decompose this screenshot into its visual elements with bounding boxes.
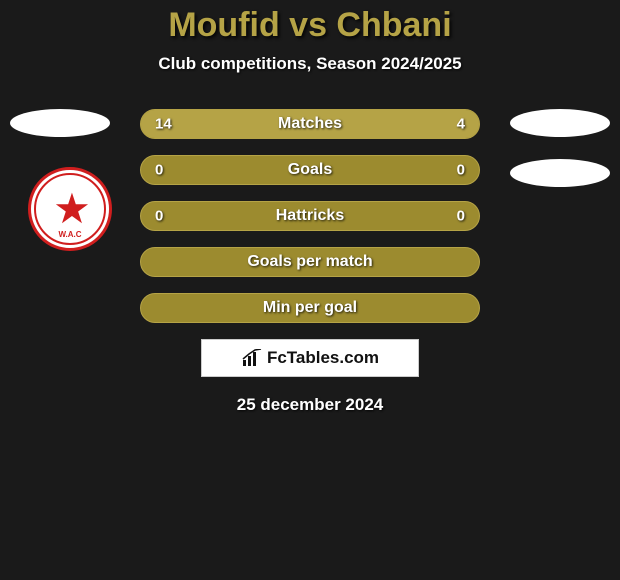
bar-value-right: 0 [457,161,465,178]
bar-value-left: 0 [155,161,163,178]
stat-bars: 144Matches00Goals00HattricksGoals per ma… [140,109,480,323]
bar-value-right: 4 [457,115,465,132]
bar-value-right: 0 [457,207,465,224]
bar-label: Min per goal [141,299,479,317]
brand-label: FcTables.com [267,348,379,368]
page-subtitle: Club competitions, Season 2024/2025 [0,54,620,74]
decor-ellipse-right-1 [510,109,610,137]
bar-label: Hattricks [141,207,479,225]
stat-bar-matches: 144Matches [140,109,480,139]
brand-box: FcTables.com [201,339,419,377]
stat-bar-goals-per-match: Goals per match [140,247,480,277]
bar-label: Goals per match [141,253,479,271]
stat-bar-goals: 0 0Goals [140,155,480,185]
bar-label: Goals [141,161,479,179]
infographic-container: Moufid vs Chbani Club competitions, Seas… [0,0,620,580]
left-club-logo: ★ W.A.C [28,167,112,251]
chart-icon [241,349,263,367]
stat-bar-hattricks: 0 0Hattricks [140,201,480,231]
brand-text: FcTables.com [241,348,379,368]
club-logo-inner: ★ W.A.C [34,173,106,245]
bar-value-left: 14 [155,115,172,132]
star-icon: ★ [52,189,92,229]
club-abbr: W.A.C [36,230,104,239]
page-title: Moufid vs Chbani [0,5,620,46]
bar-right-fill [404,110,479,138]
stat-bar-min-per-goal: Min per goal [140,293,480,323]
stats-area: ★ W.A.C 144Matches00Goals00HattricksGoal… [0,109,620,415]
date-text: 25 december 2024 [0,395,620,415]
decor-ellipse-right-2 [510,159,610,187]
bar-value-left: 0 [155,207,163,224]
bar-left-fill [141,110,404,138]
decor-ellipse-left [10,109,110,137]
